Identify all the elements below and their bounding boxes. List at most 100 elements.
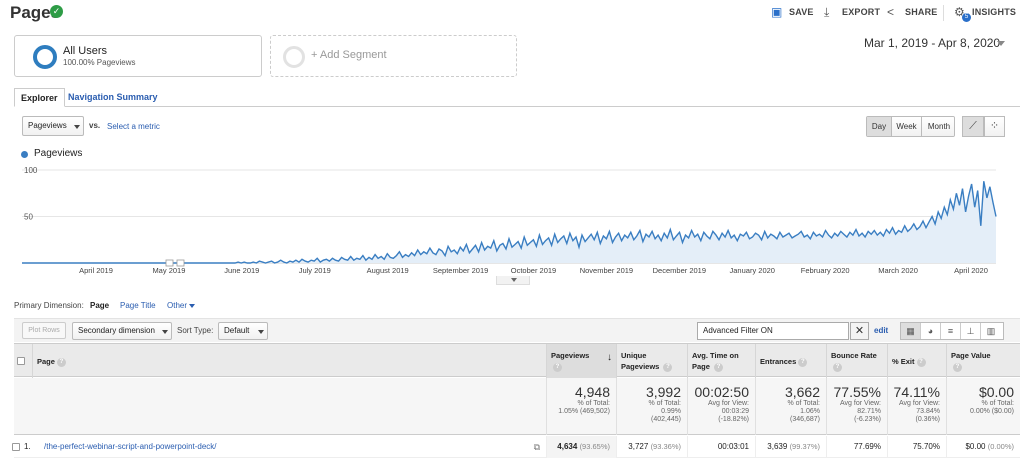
chevron-down-icon xyxy=(511,278,517,282)
table-row: 1. /the-perfect-webinar-script-and-power… xyxy=(12,436,1020,458)
chevron-down-icon xyxy=(74,125,80,129)
x-tick-label: July 2019 xyxy=(299,266,331,275)
segment-all-users[interactable]: All Users 100.00% Pageviews xyxy=(14,35,262,77)
help-icon[interactable]: ? xyxy=(714,362,724,372)
row-page-value-value: $0.00 xyxy=(965,442,986,451)
chart-collapse-handle[interactable] xyxy=(496,276,530,285)
total-page-value: $0.00 % of Total: 0.00% ($0.00) xyxy=(946,378,1020,435)
line-chart-icon[interactable]: ⟋ xyxy=(962,116,984,137)
segment-subtitle: 100.00% Pageviews xyxy=(63,58,136,67)
row-exit: 75.70% xyxy=(887,436,946,458)
row-bounce-rate: 77.69% xyxy=(826,436,887,458)
help-icon[interactable]: ? xyxy=(833,362,842,372)
export-button[interactable]: EXPORT xyxy=(842,7,881,17)
chevron-down-icon[interactable] xyxy=(997,41,1005,46)
total-caption: % of Total: xyxy=(648,400,681,407)
secondary-dimension-label: Secondary dimension xyxy=(78,326,155,335)
column-header-bounce-rate[interactable]: Bounce Rate? xyxy=(826,344,887,378)
metric-select-label: Pageviews xyxy=(28,121,67,130)
tab-explorer[interactable]: Explorer xyxy=(14,88,65,107)
comparison-icon[interactable]: ⊥ xyxy=(961,323,981,339)
column-header-pageviews[interactable]: Pageviews ↓? xyxy=(546,344,616,378)
pivot-icon[interactable]: ▥ xyxy=(986,326,996,336)
help-icon[interactable]: ? xyxy=(553,362,562,372)
select-all-checkbox[interactable] xyxy=(17,357,25,365)
column-header-entrances-label: Entrances xyxy=(760,357,797,366)
sort-type-label: Sort Type: xyxy=(177,326,214,335)
sort-desc-arrow-icon: ↓ xyxy=(607,352,612,363)
column-header-exit[interactable]: % Exit? xyxy=(887,344,946,378)
chevron-down-icon[interactable] xyxy=(189,304,195,308)
column-header-bounce-rate-label: Bounce Rate xyxy=(831,351,877,360)
total-value: 3,662 xyxy=(784,384,820,400)
advanced-filter-input[interactable]: Advanced Filter ON xyxy=(697,322,849,340)
edit-filter-link[interactable]: edit xyxy=(874,326,889,335)
help-icon[interactable]: ? xyxy=(798,357,808,367)
motion-chart-icon[interactable]: ⁘ xyxy=(984,116,1005,137)
share-button[interactable]: SHARE xyxy=(905,7,938,17)
total-detail: 0.00% ($0.00) xyxy=(970,408,1014,415)
column-header-avg-time-label: Avg. Time on Page xyxy=(692,351,739,371)
row-checkbox[interactable] xyxy=(12,443,20,451)
add-segment-label: + Add Segment xyxy=(311,49,387,61)
performance-icon[interactable]: ≡ xyxy=(941,323,961,339)
close-icon[interactable]: ✕ xyxy=(850,322,869,340)
row-page-link[interactable]: /the-perfect-webinar-script-and-powerpoi… xyxy=(44,442,217,451)
primary-dimension-other[interactable]: Other xyxy=(167,301,188,310)
save-icon[interactable]: ▣ xyxy=(771,5,783,19)
column-header-unique-pageviews[interactable]: Unique Pageviews ? xyxy=(616,344,687,378)
total-avg-time: 00:02:50 Avg for View: 00:03:29 (-18.82%… xyxy=(687,378,755,435)
verified-check-icon: ✓ xyxy=(50,5,63,18)
total-detail: 73.84% xyxy=(916,408,940,415)
column-header-page[interactable]: Page? xyxy=(32,344,546,378)
primary-dimension-label: Primary Dimension: xyxy=(14,301,84,310)
help-icon[interactable]: ? xyxy=(663,362,673,372)
metric-select[interactable]: Pageviews xyxy=(22,116,84,136)
tab-navigation-summary[interactable]: Navigation Summary xyxy=(68,92,158,102)
primary-dimension-page-title[interactable]: Page Title xyxy=(120,301,156,310)
column-header-unique-pageviews-label: Unique Pageviews xyxy=(621,351,660,371)
pie-chart-icon[interactable]: ◕ xyxy=(921,323,941,339)
column-header-page-label: Page xyxy=(37,357,55,366)
period-day-button[interactable]: Day xyxy=(867,117,892,136)
period-week-button[interactable]: Week xyxy=(892,117,922,136)
open-page-icon[interactable]: ⧉ xyxy=(533,442,540,452)
add-segment-ring-icon xyxy=(283,46,305,68)
column-header-entrances[interactable]: Entrances? xyxy=(755,344,826,378)
annotation-marker[interactable] xyxy=(165,259,174,267)
secondary-dimension-select[interactable]: Secondary dimension xyxy=(72,322,172,340)
chart-area xyxy=(22,181,996,263)
row-entrances-pct: (99.37%) xyxy=(789,442,820,451)
column-header-page-value-label: Page Value xyxy=(951,351,991,360)
x-tick-label: April 2019 xyxy=(79,266,113,275)
total-detail: (-18.82%) xyxy=(718,416,749,423)
add-segment-button[interactable]: + Add Segment xyxy=(270,35,517,77)
sort-type-select[interactable]: Default xyxy=(218,322,268,340)
help-icon[interactable]: ? xyxy=(916,357,926,367)
period-month-button[interactable]: Month xyxy=(922,117,954,136)
total-detail: (402,445) xyxy=(651,416,681,423)
select-metric-link[interactable]: Select a metric xyxy=(107,122,160,131)
column-header-avg-time[interactable]: Avg. Time on Page ? xyxy=(687,344,755,378)
total-bounce-rate: 77.55% Avg for View: 82.71% (-6.23%) xyxy=(826,378,887,435)
series-color-dot xyxy=(21,151,28,158)
primary-dimension-page[interactable]: Page xyxy=(90,301,110,310)
export-icon[interactable]: ⤓ xyxy=(824,5,830,19)
x-tick-label: February 2020 xyxy=(801,266,850,275)
total-value: 77.55% xyxy=(833,384,881,400)
data-table-icon[interactable]: ▦ xyxy=(901,323,921,339)
insights-icon[interactable]: ⚙ xyxy=(954,5,965,19)
help-icon[interactable]: ? xyxy=(56,357,66,367)
share-icon[interactable]: < xyxy=(887,5,895,19)
total-detail: (346,687) xyxy=(790,416,820,423)
report-tabs: Explorer Navigation Summary xyxy=(14,88,1020,107)
plot-rows-button[interactable]: Plot Rows xyxy=(22,322,66,339)
toolbar-divider xyxy=(943,5,944,21)
column-header-page-value[interactable]: Page Value? xyxy=(946,344,1020,378)
save-button[interactable]: SAVE xyxy=(789,7,814,17)
annotation-marker[interactable] xyxy=(176,259,185,267)
date-range-picker[interactable]: Mar 1, 2019 - Apr 8, 2020 xyxy=(864,36,1001,50)
row-index: 1. xyxy=(24,442,31,451)
help-icon[interactable]: ? xyxy=(953,362,962,372)
insights-button[interactable]: INSIGHTS xyxy=(972,7,1017,17)
